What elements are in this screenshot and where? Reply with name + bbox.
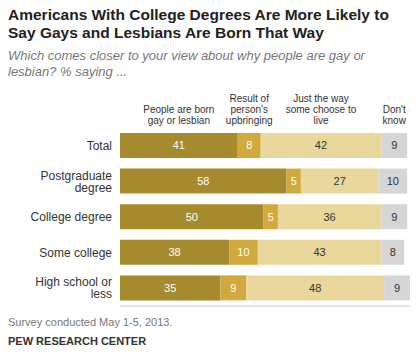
html-text:Which comes closer to your vie: Which comes closer to your view about wh… — [8, 48, 365, 79]
html-text:People are born gay or lesbian: People are born gay or lesbian — [143, 104, 215, 126]
html-text:Don't know: Don't know — [382, 104, 406, 126]
svg-text:35: 35 — [164, 282, 176, 294]
html-text:Americans With College Degrees: Americans With College Degrees Are More … — [8, 6, 389, 41]
html-text:PEW RESEARCH CENTER: PEW RESEARCH CENTER — [8, 335, 147, 347]
svg-text:5: 5 — [268, 211, 274, 223]
svg-text:8: 8 — [246, 139, 252, 151]
html-text:Just the way some choose to li: Just the way some choose to live — [285, 93, 357, 126]
svg-text:38: 38 — [168, 246, 180, 258]
svg-text:9: 9 — [391, 211, 397, 223]
svg-text:43: 43 — [313, 246, 325, 258]
svg-text:10: 10 — [237, 246, 249, 258]
svg-text:48: 48 — [309, 282, 321, 294]
svg-text:9: 9 — [230, 282, 236, 294]
html-text:Survey conducted May 1-5, 2013: Survey conducted May 1-5, 2013. — [8, 316, 173, 328]
svg-text:Some college: Some college — [39, 246, 112, 260]
svg-text:College degree: College degree — [31, 210, 113, 224]
svg-text:50: 50 — [186, 211, 198, 223]
svg-text:58: 58 — [197, 175, 209, 187]
svg-text:Total: Total — [87, 139, 112, 153]
svg-text:27: 27 — [334, 175, 346, 187]
svg-text:Postgraduatedegree: Postgraduatedegree — [41, 169, 113, 195]
svg-text:42: 42 — [315, 139, 327, 151]
svg-text:8: 8 — [390, 246, 396, 258]
html-text:Result of person's upbringing: Result of person's upbringing — [225, 93, 273, 126]
svg-text:10: 10 — [387, 175, 399, 187]
svg-text:5: 5 — [291, 175, 297, 187]
svg-text:36: 36 — [323, 211, 335, 223]
svg-text:41: 41 — [173, 139, 185, 151]
svg-text:High school orless: High school orless — [35, 275, 112, 301]
svg-text:9: 9 — [394, 282, 400, 294]
svg-text:9: 9 — [391, 139, 397, 151]
